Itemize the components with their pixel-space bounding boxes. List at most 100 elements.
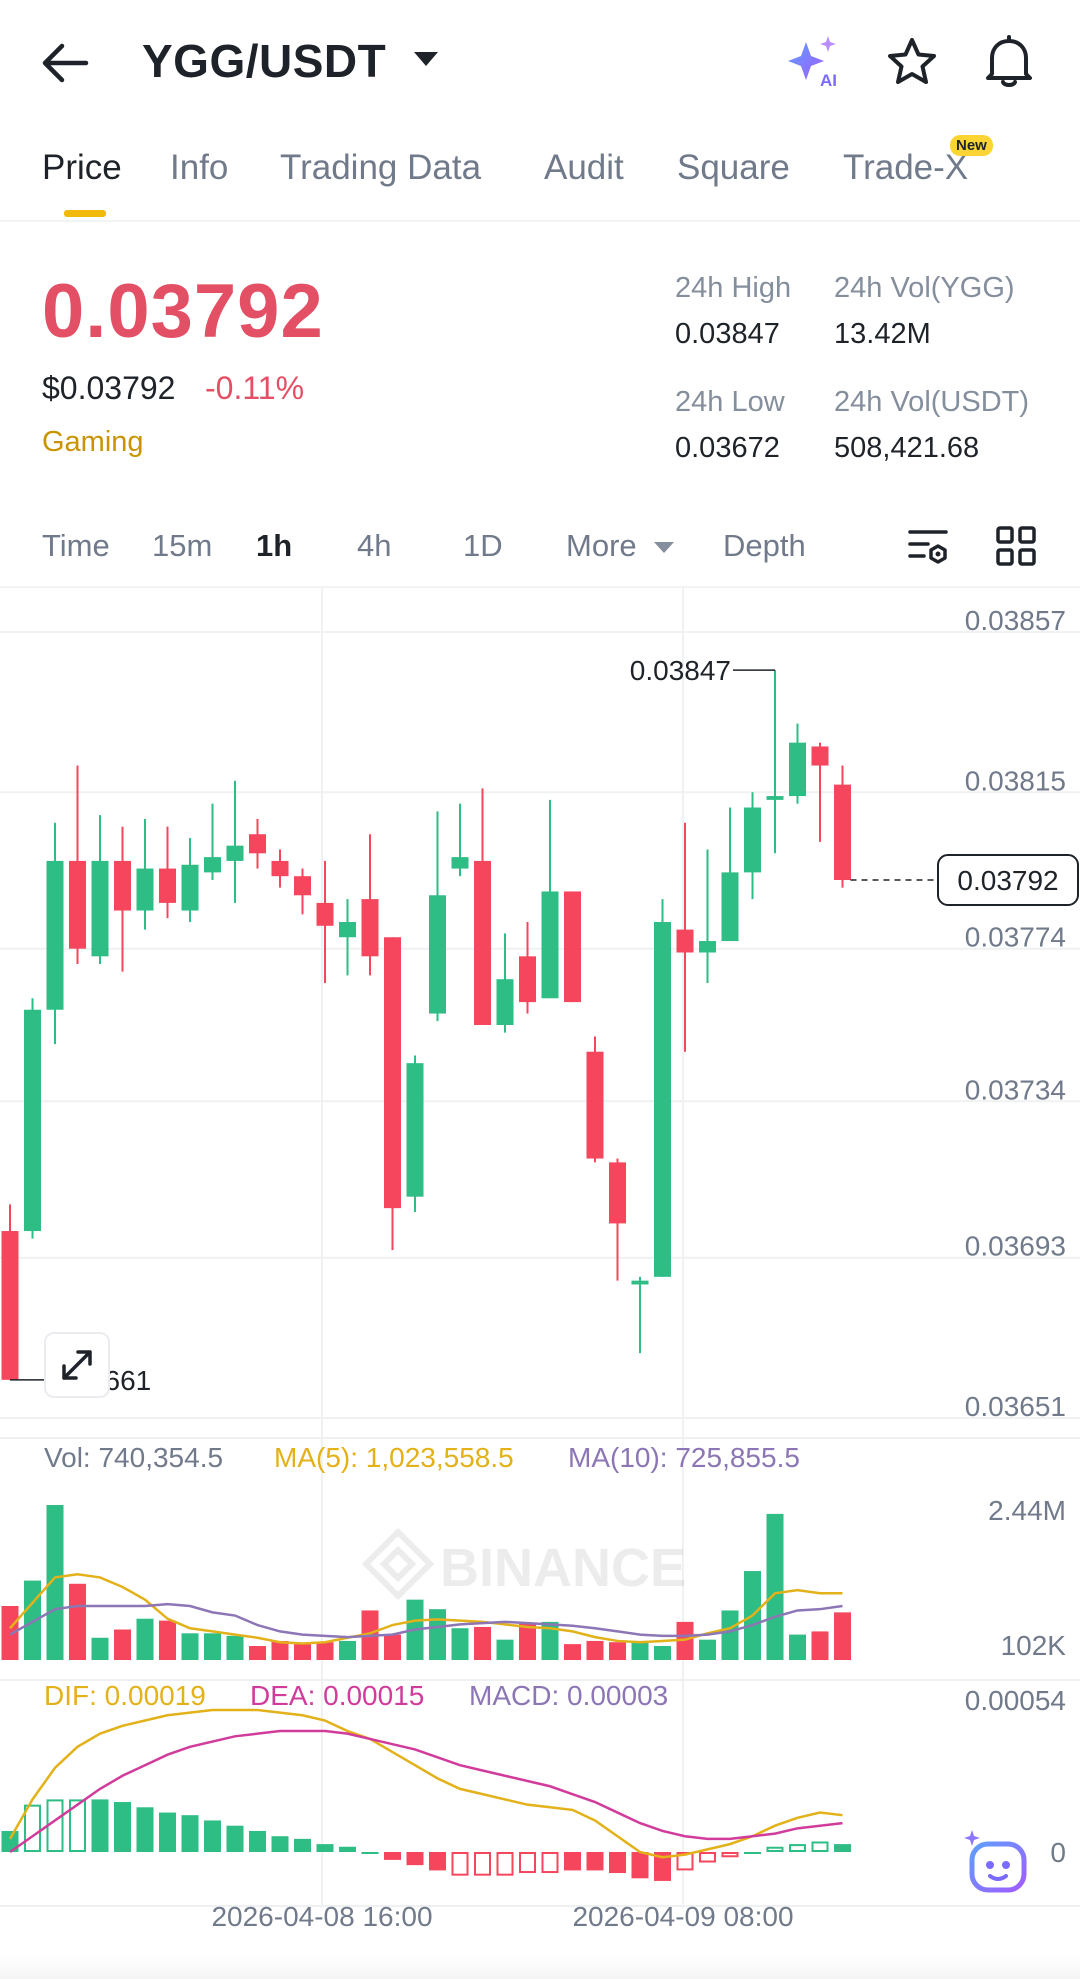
price-axis: 0.03857 0.03815 0.03774 0.03734 0.03693 0.036…: [965, 605, 1066, 1422]
volume-bar: [204, 1633, 221, 1660]
high-value: 0.03847: [675, 318, 780, 350]
macd-histogram-bar: [744, 1852, 761, 1854]
macd-histogram-bar: [429, 1852, 446, 1871]
tab-trade-x[interactable]: Trade-X: [843, 148, 969, 187]
price-tick-label: 0.03651: [965, 1391, 1066, 1422]
bell-icon[interactable]: [982, 34, 1036, 90]
more-caret-icon: [654, 542, 674, 553]
interval-time[interactable]: Time: [42, 528, 110, 563]
category-tag[interactable]: Gaming: [42, 426, 144, 458]
candle-body: [91, 860, 109, 957]
pair-title[interactable]: YGG/USDT: [142, 35, 387, 87]
macd-max-label: 0.00054: [965, 1685, 1066, 1716]
macd-axis: 0.00054 0: [965, 1685, 1066, 1868]
vol-quote-label: 24h Vol(USDT): [834, 386, 1030, 418]
candle-body: [429, 895, 446, 1014]
volume-bar: [654, 1646, 671, 1660]
volume-bar: [91, 1637, 109, 1660]
macd-histogram-bar: [406, 1852, 424, 1866]
price-tick-label: 0.03815: [965, 765, 1066, 796]
candle-body: [609, 1162, 626, 1224]
volume-bar: [811, 1631, 829, 1660]
interval-4h[interactable]: 4h: [357, 528, 392, 563]
price-tick-label: 0.03774: [965, 922, 1066, 953]
current-price-tag: [937, 854, 1079, 907]
volume-bar: [699, 1639, 716, 1660]
macd-histogram-bar: [721, 1852, 739, 1858]
time-axis: 2026-04-08 16:00 2026-04-09 08:00: [211, 1901, 793, 1932]
volume-bar: [136, 1618, 154, 1660]
volume-bar: [429, 1609, 446, 1660]
macd-dif-line: [8, 1708, 843, 1859]
interval-1h[interactable]: 1h: [256, 528, 293, 563]
candle-body: [474, 860, 491, 1025]
interval-depth[interactable]: Depth: [723, 528, 806, 563]
candle-body: [339, 921, 356, 938]
candle-body: [789, 742, 806, 797]
macd-histogram-bar: [834, 1844, 851, 1852]
candle-body: [834, 784, 851, 881]
macd-histogram-bar: [46, 1799, 64, 1852]
tab-audit[interactable]: Audit: [544, 148, 624, 187]
macd-zero-label: 0: [1050, 1837, 1066, 1868]
price-change-percent: -0.11%: [205, 370, 305, 406]
macd-histogram-bar: [766, 1846, 784, 1852]
volume-axis: 2.44M 102K: [988, 1495, 1066, 1661]
star-icon[interactable]: [886, 36, 938, 88]
usd-price: $0.03792: [42, 370, 176, 406]
active-tab-indicator: [64, 210, 106, 217]
volume-bar: [564, 1644, 581, 1660]
svg-text:BINANCE: BINANCE: [440, 1538, 686, 1598]
tab-price[interactable]: Price: [42, 148, 122, 187]
fullscreen-expand-icon[interactable]: [44, 1332, 110, 1398]
interval-15m[interactable]: 15m: [152, 528, 213, 563]
volume-bar: [384, 1634, 401, 1660]
tab-info[interactable]: Info: [170, 148, 229, 187]
volume-bar: [519, 1623, 536, 1660]
chart-settings-icon[interactable]: [906, 524, 950, 568]
macd-histogram-bar: [519, 1852, 536, 1874]
macd-histogram-bar: [181, 1815, 199, 1852]
kline-chart[interactable]: BINANCE 0.038570.038150.037740.037340.03…: [0, 588, 1080, 1948]
macd-histogram-bar: [631, 1852, 649, 1879]
vol-quote-value: 508,421.68: [834, 432, 980, 464]
volume-ma10-legend: MA(10): 725,855.5: [568, 1442, 800, 1473]
chart-grid: [0, 588, 1080, 1908]
price-tick-label: 0.03734: [965, 1074, 1066, 1105]
macd-value-legend: MACD: 0.00003: [469, 1680, 669, 1711]
pair-dropdown-icon[interactable]: [414, 52, 438, 66]
tab-square[interactable]: Square: [677, 148, 790, 187]
interval-more[interactable]: More: [566, 528, 637, 563]
candle-body: [46, 860, 64, 1010]
volume-ma5-legend: MA(5): 1,023,558.5: [274, 1442, 514, 1473]
divider: [0, 220, 1080, 222]
macd-histogram: [1, 1799, 851, 1881]
volume-max-label: 2.44M: [988, 1495, 1066, 1526]
volume-bar: [69, 1583, 86, 1660]
price-tick-label: 0.03857: [965, 605, 1066, 636]
volume-ma-lines: [9, 1572, 843, 1645]
volume-ma10-line: [9, 1602, 843, 1639]
volume-bar: [181, 1633, 199, 1660]
last-price: 0.03792: [42, 269, 324, 354]
volume-bars: [1, 1505, 851, 1660]
divider: [0, 586, 1080, 588]
main-tabs: Price Info Trading Data Audit Square Tra…: [0, 135, 1080, 220]
macd-histogram-bar: [91, 1799, 109, 1852]
volume-bar: [46, 1505, 64, 1660]
back-arrow-icon[interactable]: [40, 40, 90, 86]
volume-bar: [294, 1644, 311, 1660]
ai-sparkle-icon[interactable]: AI: [784, 34, 844, 90]
candle-body: [226, 845, 244, 861]
layout-grid-icon[interactable]: [994, 524, 1038, 568]
tab-trading-data[interactable]: Trading Data: [280, 148, 482, 187]
interval-1d[interactable]: 1D: [463, 528, 503, 563]
candle-body: [496, 979, 514, 1025]
macd-lines: [8, 1708, 843, 1859]
new-badge: New: [950, 135, 993, 156]
candle-body: [114, 860, 131, 911]
macd-dif-legend: DIF: 0.00019: [44, 1680, 206, 1711]
assistant-bot-icon[interactable]: [958, 1822, 1038, 1902]
volume-bar: [834, 1612, 851, 1660]
